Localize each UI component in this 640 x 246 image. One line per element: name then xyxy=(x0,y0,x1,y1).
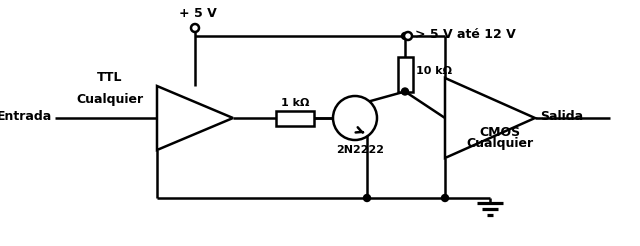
Circle shape xyxy=(333,96,377,140)
Circle shape xyxy=(404,32,412,40)
Text: 1 kΩ: 1 kΩ xyxy=(281,97,309,108)
Text: + 5 V: + 5 V xyxy=(179,7,217,20)
Text: Entrada: Entrada xyxy=(0,110,52,123)
Bar xyxy=(276,110,314,125)
Text: Salida: Salida xyxy=(540,110,583,123)
Circle shape xyxy=(442,195,449,201)
Text: > 5 V até 12 V: > 5 V até 12 V xyxy=(415,29,516,42)
Bar xyxy=(397,57,413,92)
Text: TTL: TTL xyxy=(97,71,123,84)
Text: Cualquier: Cualquier xyxy=(467,137,534,150)
Text: 2N2222: 2N2222 xyxy=(336,145,384,155)
Text: 10 kΩ: 10 kΩ xyxy=(415,66,451,76)
Polygon shape xyxy=(445,78,535,158)
Text: CMOS: CMOS xyxy=(479,126,520,139)
Circle shape xyxy=(401,88,408,95)
Circle shape xyxy=(364,195,371,201)
Polygon shape xyxy=(157,86,233,150)
Text: Cualquier: Cualquier xyxy=(76,93,143,106)
Circle shape xyxy=(401,32,408,40)
Circle shape xyxy=(191,24,199,32)
